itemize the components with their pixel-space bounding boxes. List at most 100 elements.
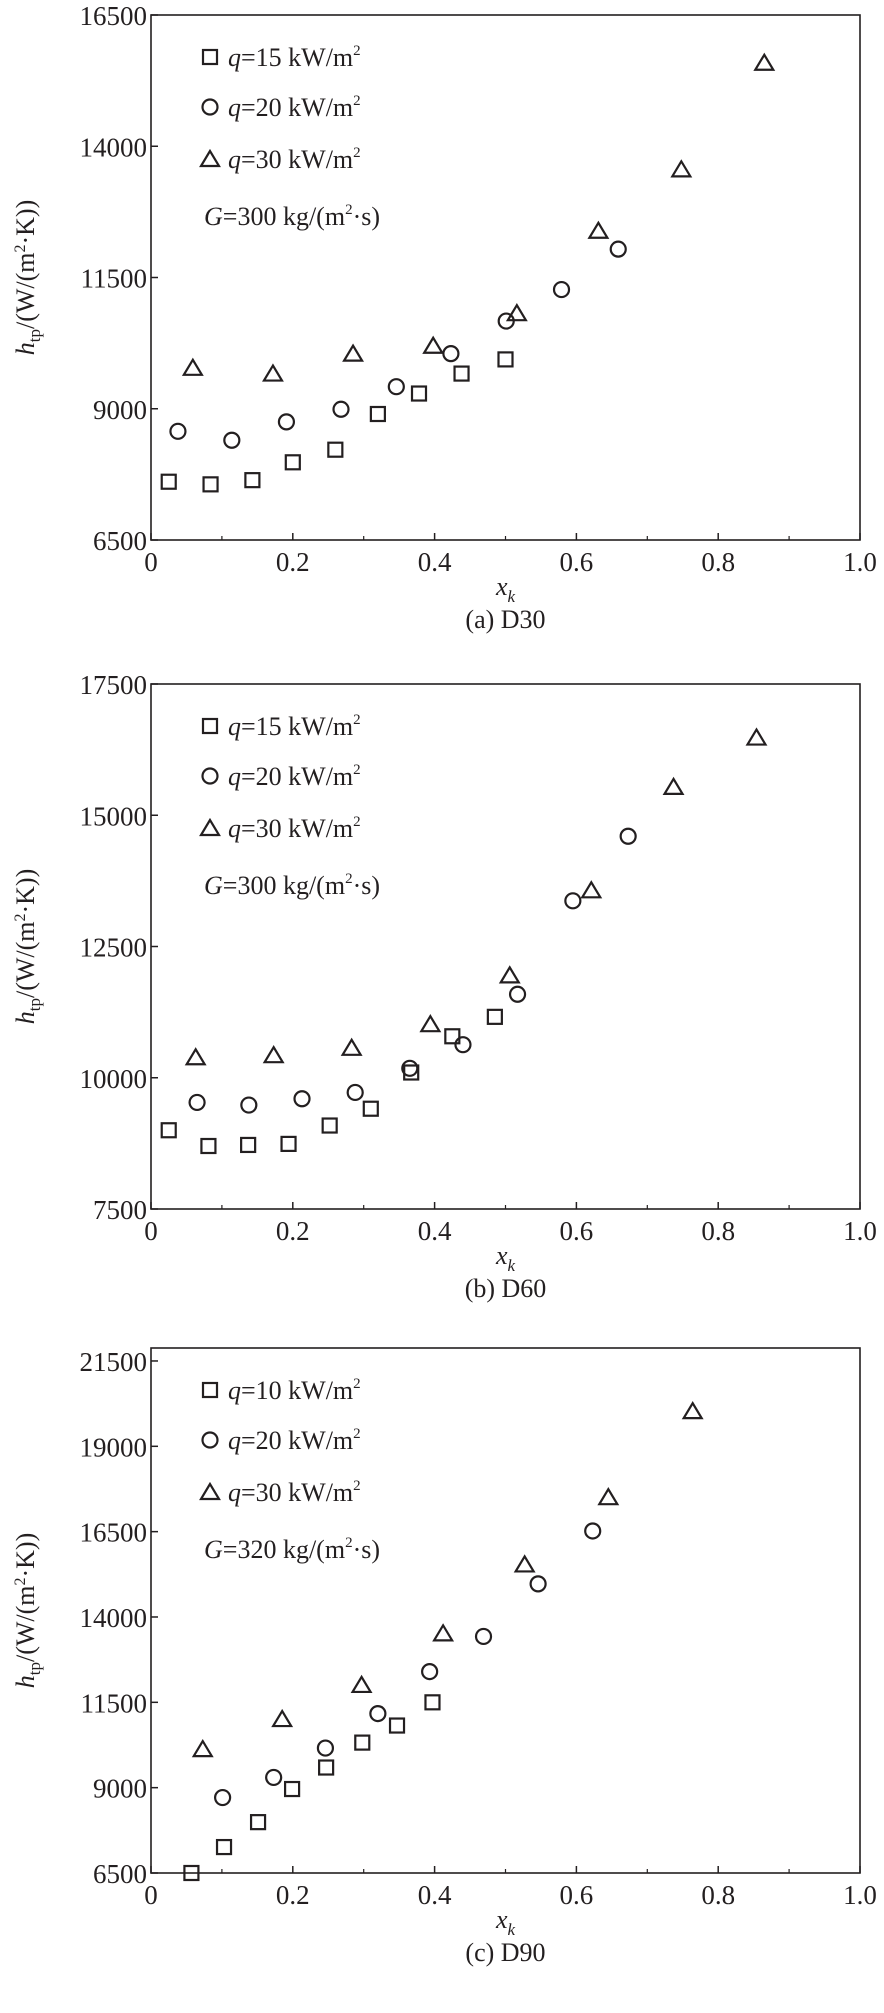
condition-label-end: ·s): [353, 871, 380, 900]
data-point-circle: [552, 280, 571, 299]
y-tick-label: 11500: [81, 1688, 148, 1718]
y-axis-label-sup: 2: [12, 1578, 29, 1586]
data-point-square: [202, 476, 219, 493]
condition-label-end: ·s): [353, 202, 380, 231]
legend-label-text: =20 kW/m: [241, 762, 353, 791]
y-tick-label: 19000: [80, 1432, 148, 1462]
x-axis-label: xk: [495, 572, 516, 606]
data-point-square: [215, 1838, 233, 1856]
condition-label-sup: 2: [345, 1535, 353, 1551]
y-axis-label: htp/(W/(m2·K)): [11, 1533, 44, 1689]
legend-label: q=20 kW/m2: [228, 1426, 361, 1455]
y-axis-label-main: h: [11, 1675, 40, 1688]
legend-label-sup: 2: [353, 1478, 361, 1494]
data-point-circle: [214, 1788, 232, 1807]
series-1: [188, 827, 637, 1114]
data-point-circle: [293, 1090, 311, 1108]
data-point-circle: [609, 240, 627, 258]
data-point-circle: [265, 1768, 283, 1787]
legend-label-sup: 2: [353, 93, 361, 109]
data-point-square: [321, 1117, 338, 1134]
legend-label: q=30 kW/m2: [228, 814, 361, 843]
data-point-square: [362, 1100, 379, 1117]
x-tick-label: 0.2: [276, 547, 310, 577]
legend-label: q=20 kW/m2: [228, 762, 361, 791]
legend-marker-triangle: [199, 1481, 221, 1501]
data-point-circle: [564, 892, 582, 910]
y-tick-label: 6500: [93, 526, 147, 556]
y-axis-label-unit-end: ·K)): [11, 1533, 40, 1578]
data-point-triangle: [422, 335, 445, 354]
legend-label: q=30 kW/m2: [228, 145, 361, 174]
x-axis-label-sub: k: [508, 1256, 516, 1275]
x-tick-label: 0.8: [701, 1216, 735, 1246]
y-tick-label: 9000: [93, 1774, 147, 1804]
y-axis-label-unit-end: ·K)): [11, 869, 40, 914]
data-point-square: [410, 385, 428, 402]
legend-label-text: =30 kW/m: [241, 145, 353, 174]
x-tick-label: 0.6: [560, 547, 594, 577]
legend-label-q: q: [228, 1426, 241, 1455]
data-point-triangle: [745, 727, 768, 746]
y-tick-label: 11500: [81, 264, 148, 294]
data-point-square: [249, 1814, 267, 1831]
x-tick-label: 0.6: [560, 1880, 594, 1910]
data-point-triangle: [340, 1037, 363, 1056]
x-tick-label: 0: [144, 1216, 158, 1246]
legend-label-text: =20 kW/m: [241, 93, 353, 122]
x-axis-label-sub: k: [508, 1920, 516, 1939]
legend-label-q: q: [228, 93, 241, 122]
data-point-triangle: [505, 303, 528, 322]
y-axis-label-unit: /(W/(m: [11, 1586, 40, 1663]
data-point-triangle: [350, 1674, 373, 1694]
x-tick-label: 0.2: [276, 1880, 310, 1910]
legend-label-text: =30 kW/m: [241, 814, 353, 843]
data-point-circle: [240, 1096, 258, 1114]
legend-label-q: q: [228, 762, 241, 791]
legend-marker-square: [201, 717, 219, 735]
y-axis-label-sub: tp: [25, 998, 44, 1011]
legend-label-q: q: [228, 712, 241, 741]
y-axis-label: htp/(W/(m2·K)): [11, 200, 44, 356]
y-tick-label: 9000: [93, 395, 147, 425]
condition-label: G=300 kg/(m2·s): [204, 202, 380, 231]
panel-caption: (b) D60: [465, 1274, 547, 1303]
y-tick-label: 10000: [80, 1064, 148, 1094]
condition-label-sup: 2: [345, 202, 353, 218]
y-axis-label-sup: 2: [12, 914, 29, 922]
series-0: [160, 1008, 503, 1155]
x-tick-label: 0: [144, 547, 158, 577]
series-0: [183, 1694, 441, 1882]
condition-label-sup: 2: [345, 871, 353, 887]
legend-label: q=15 kW/m2: [228, 712, 361, 741]
legend-label-text: =10 kW/m: [241, 1376, 353, 1405]
data-point-circle: [316, 1739, 335, 1757]
series-2: [191, 1401, 704, 1758]
x-axis-label-main: x: [495, 1241, 508, 1270]
data-point-triangle: [753, 52, 776, 71]
legend-label-q: q: [228, 814, 241, 843]
legend-marker-triangle: [199, 817, 221, 837]
condition-label-text: =320 kg/(m: [223, 1535, 345, 1564]
data-point-triangle: [670, 159, 693, 178]
x-tick-label: 0.8: [701, 1880, 735, 1910]
data-point-triangle: [432, 1623, 455, 1642]
data-point-circle: [277, 413, 296, 431]
condition-label-end: ·s): [353, 1535, 380, 1564]
data-point-square: [497, 351, 514, 368]
data-point-triangle: [587, 220, 610, 239]
x-axis-label: xk: [495, 1905, 516, 1939]
x-axis-label-main: x: [495, 1905, 508, 1934]
data-point-circle: [332, 400, 350, 418]
data-point-triangle: [597, 1487, 620, 1506]
y-tick-label: 12500: [80, 933, 148, 963]
data-point-triangle: [498, 965, 521, 984]
y-axis-label-unit-end: ·K)): [11, 200, 40, 245]
data-point-square: [354, 1734, 371, 1751]
y-axis-label-unit: /(W/(m: [11, 922, 40, 999]
data-point-circle: [508, 985, 527, 1003]
data-point-triangle: [513, 1554, 536, 1573]
y-tick-label: 21500: [80, 1347, 148, 1377]
x-tick-label: 0: [144, 1880, 158, 1910]
